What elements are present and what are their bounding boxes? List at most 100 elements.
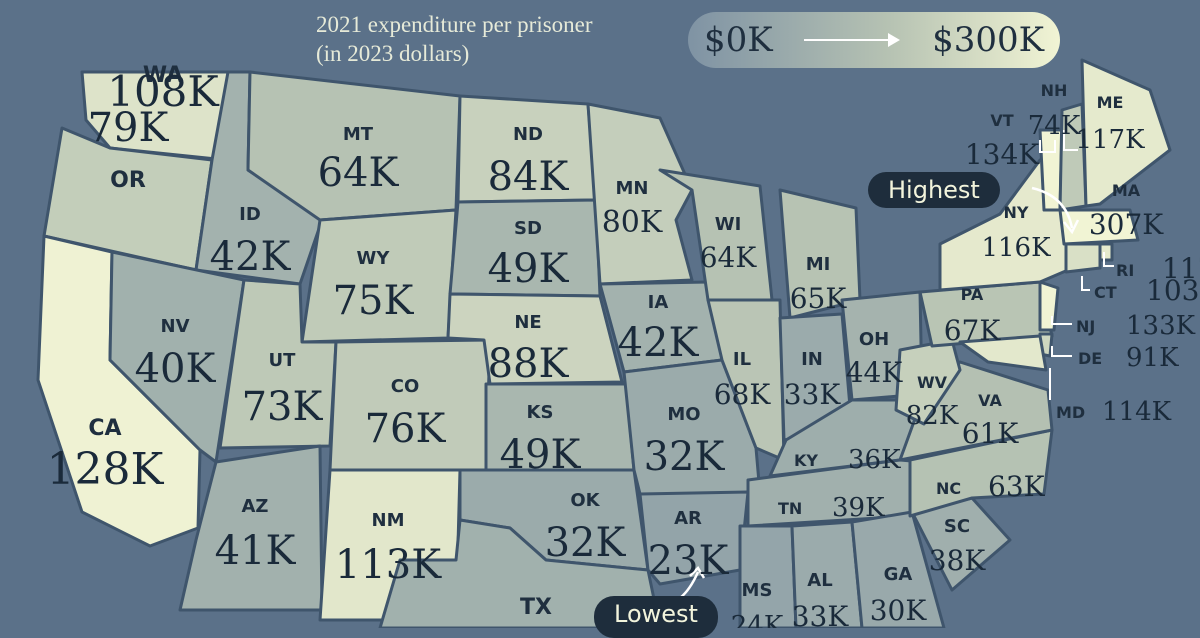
state-il (706, 298, 786, 462)
state-value-wi: 64K (700, 241, 758, 274)
state-value-mo: 32K (644, 434, 726, 480)
nh-leader-line (1063, 130, 1078, 151)
highest-callout: Highest (868, 172, 1000, 208)
state-ar (638, 490, 750, 586)
state-label-nd: ND (513, 124, 543, 145)
state-label-vt: VT (990, 111, 1013, 130)
state-label-ct: CT (1094, 283, 1117, 302)
state-label-mt: MT (343, 124, 374, 145)
state-value-ok: 32K (545, 520, 627, 566)
state-value-in: 33K (784, 378, 842, 411)
highest-arrow (1031, 186, 1074, 229)
state-label-ok: OK (570, 490, 600, 511)
state-ma (1058, 208, 1140, 246)
state-label-ga: GA (884, 564, 913, 585)
lowest-arrowhead (689, 565, 706, 579)
state-value-me: 117K (1075, 125, 1145, 155)
state-label-ia: IA (648, 292, 669, 313)
legend-min-label: $0K (704, 20, 773, 60)
state-value-vt: 134K (965, 138, 1040, 171)
state-label-az: AZ (242, 496, 269, 517)
lowest-callout: Lowest (594, 596, 718, 638)
legend-title-line1: 2021 expenditure per prisoner (316, 12, 593, 37)
state-value-ia: 42K (618, 320, 700, 366)
state-value-ms: 24K (731, 611, 784, 628)
state-label-wy: WY (357, 248, 391, 269)
state-label-sd: SD (514, 218, 542, 239)
state-ct (1064, 242, 1102, 274)
state-value-mt: 64K (318, 150, 400, 196)
state-label-id: ID (239, 204, 261, 225)
state-label-mn: MN (616, 178, 649, 199)
state-label-ri: RI (1116, 261, 1134, 280)
state-me (1080, 58, 1172, 208)
state-nj (1038, 280, 1060, 332)
state-shapes (36, 58, 1172, 628)
state-label-al: AL (807, 570, 832, 591)
state-al (790, 520, 864, 628)
state-az (178, 444, 324, 612)
legend-max-label: $300K (932, 20, 1044, 60)
state-value-id: 42K (210, 234, 292, 280)
state-value-co: 76K (365, 406, 447, 452)
state-value-wa: 108K (107, 67, 220, 116)
state-label-ky: KY (794, 451, 818, 470)
state-label-me: ME (1097, 93, 1124, 112)
leader-lines (679, 130, 1114, 599)
state-value-nh: 74K (1028, 111, 1081, 141)
state-label-ut: UT (269, 350, 297, 371)
state-vt (1038, 128, 1064, 212)
state-value-ne: 88K (488, 341, 570, 387)
state-label-ks: KS (527, 402, 554, 423)
state-ri (1098, 242, 1114, 262)
state-value-ca: 128K (47, 444, 165, 495)
state-label-sc: SC (944, 516, 970, 537)
legend-title-line2: (in 2023 dollars) (316, 41, 470, 66)
state-value-ky: 36K (848, 445, 901, 475)
state-label-il: IL (733, 349, 751, 370)
state-value-tn: 39K (832, 493, 885, 523)
state-label-nc: NC (936, 479, 961, 498)
state-ga (850, 510, 946, 628)
state-value-nm: 113K (335, 542, 442, 588)
highest-arrowhead (1063, 219, 1080, 235)
state-label-mi: MI (806, 254, 831, 275)
state-value-pa: 67K (944, 314, 1002, 347)
state-value-de: 91K (1126, 343, 1179, 373)
state-value-ma: 307K (1089, 208, 1164, 241)
state-label-ms: MS (742, 580, 773, 601)
state-label-ar: AR (674, 508, 702, 529)
state-value-nj: 133K (1126, 311, 1196, 341)
state-ms (738, 524, 798, 628)
state-value-mi: 65K (790, 282, 848, 315)
state-label-de: DE (1078, 349, 1102, 368)
state-value-az: 41K (215, 528, 297, 574)
state-value-nc: 63K (988, 470, 1046, 503)
state-label-nj: NJ (1076, 317, 1095, 336)
state-label-or: OR (110, 168, 146, 193)
state-label-ca: CA (88, 416, 121, 441)
state-value-nd: 84K (488, 154, 570, 200)
state-label-mo: MO (667, 404, 700, 425)
state-label-va: VA (978, 391, 1002, 410)
state-value-il: 68K (714, 378, 772, 411)
state-value-md: 114K (1102, 397, 1172, 427)
state-value-ri: 117K (1162, 252, 1200, 285)
state-tx (378, 518, 662, 628)
state-value-wv: 82K (906, 401, 959, 431)
state-label-tn: TN (778, 499, 802, 518)
state-label-md: MD (1056, 403, 1085, 422)
state-value-nv: 40K (135, 346, 217, 392)
ct-leader-line (1081, 276, 1090, 291)
state-value-ct: 103K (1146, 274, 1200, 307)
state-value-oh: 44K (846, 356, 904, 389)
state-label-nh: NH (1041, 81, 1068, 100)
vt-leader-line (1039, 140, 1056, 153)
ri-leader-line (1103, 252, 1114, 267)
state-label-in: IN (801, 349, 823, 370)
state-label-co: CO (391, 376, 420, 397)
state-value-ut: 73K (242, 384, 324, 430)
